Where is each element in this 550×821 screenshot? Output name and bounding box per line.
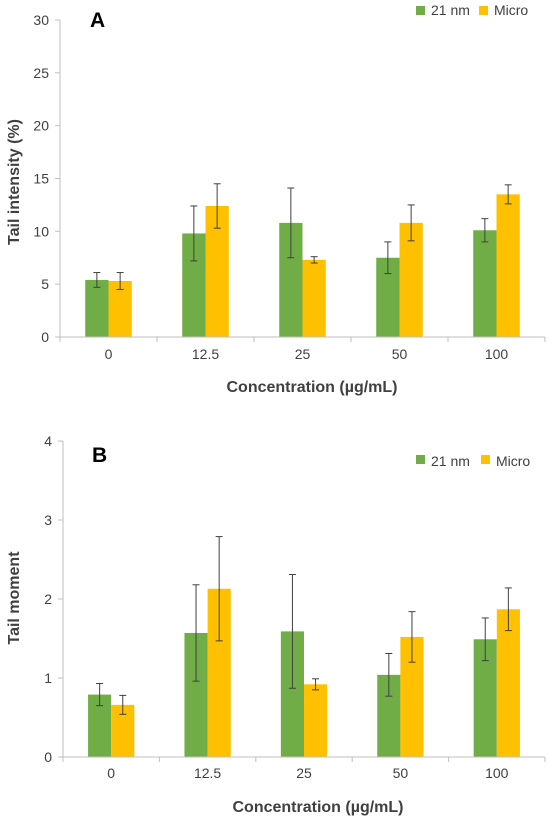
y-tick-label: 10 [33,223,49,239]
bar-21-nm-12-5 [184,632,208,757]
error-bar-micro-12-5 [213,183,221,229]
error-bar-21-nm-12-5 [192,584,200,682]
y-tick-label: 30 [33,12,49,28]
legend-swatch-micro [479,6,488,15]
x-tick-label: 12.5 [194,765,221,781]
legend: 21 nm Micro [416,453,530,469]
bar-micro-50 [399,222,423,337]
legend: 21 nm Micro [416,2,528,18]
error-bar-micro-25 [310,256,318,264]
error-bar-21-nm-25 [287,187,295,259]
y-tick-labels: 0 5 10 15 20 25 30 [33,12,60,345]
error-bar-21-nm-50 [384,241,392,275]
bar-micro-12-5 [205,205,229,337]
bar-21-nm-100 [473,230,497,337]
legend-swatch-21nm [416,455,425,464]
y-tick-label: 0 [44,749,52,765]
legend-swatch-micro [481,455,490,464]
bars [88,536,520,757]
y-tick-label: 4 [44,433,52,449]
error-bar-micro-12-5 [215,536,223,642]
error-bar-micro-100 [504,184,512,205]
x-tick-labels: 0 12.5 25 50 100 [62,757,546,781]
error-bar-micro-0 [116,272,124,290]
error-bar-micro-0 [119,694,127,715]
x-tick-label: 100 [485,346,509,362]
x-tick-label: 12.5 [192,346,219,362]
y-tick-label: 15 [33,171,49,187]
error-bar-micro-25 [312,678,320,691]
error-bar-micro-50 [407,204,415,242]
legend-label-micro: Micro [496,453,530,469]
x-tick-label: 25 [296,765,312,781]
bar-micro-100 [496,194,520,337]
chart-panel-b: B 21 nm Micro 0 1 2 3 4 0 12.5 25 50 100 Concent… [6,433,546,816]
legend-label-micro: Micro [494,2,528,18]
bar-21-nm-50 [377,674,401,757]
y-tick-label: 3 [44,512,52,528]
x-tick-label: 25 [295,346,311,362]
error-bar-micro-100 [504,587,512,632]
bar-21-nm-25 [279,222,303,337]
error-bar-21-nm-100 [481,218,489,243]
y-tick-label: 2 [44,591,52,607]
bar-21-nm-25 [280,631,304,757]
error-bar-21-nm-0 [93,272,101,288]
x-tick-label: 50 [393,765,409,781]
x-tick-labels: 0 12.5 25 50 100 [59,337,546,362]
y-tick-label: 1 [44,670,52,686]
legend-label-21nm: 21 nm [431,453,470,469]
bar-21-nm-0 [88,694,112,757]
bar-micro-50 [400,636,424,757]
y-axis-title: Tail moment [6,551,23,645]
bar-21-nm-100 [473,639,497,757]
y-tick-label: 25 [33,65,49,81]
x-axis-title: Concentration (µg/mL) [227,379,398,396]
x-axis-title: Concentration (µg/mL) [233,799,404,816]
y-tick-label: 20 [33,118,49,134]
x-tick-label: 0 [107,765,115,781]
error-bar-21-nm-0 [96,683,104,707]
bar-micro-0 [111,704,135,757]
error-bar-21-nm-25 [288,574,296,689]
x-tick-label: 0 [105,346,113,362]
panel-label: A [90,9,105,32]
error-bar-micro-50 [408,611,416,663]
bar-micro-0 [108,280,132,337]
x-tick-label: 100 [485,765,509,781]
error-bar-21-nm-12-5 [190,205,198,262]
bar-micro-25 [304,684,328,757]
error-bar-21-nm-50 [385,653,393,697]
panel-label: B [92,444,107,467]
bar-21-nm-12-5 [182,233,206,337]
legend-label-21nm: 21 nm [431,2,470,18]
error-bar-21-nm-100 [481,617,489,662]
bar-micro-25 [302,259,326,337]
y-tick-label: 5 [41,276,49,292]
x-tick-label: 50 [392,346,408,362]
bar-21-nm-0 [85,279,109,337]
bars [85,183,520,337]
y-axis-title: Tail intensity (%) [6,119,23,245]
bar-micro-12-5 [207,588,231,757]
bar-micro-100 [496,609,520,757]
bar-21-nm-50 [376,257,400,337]
y-tick-labels: 0 1 2 3 4 [44,433,63,765]
legend-swatch-21nm [416,6,425,15]
y-tick-label: 0 [41,329,49,345]
